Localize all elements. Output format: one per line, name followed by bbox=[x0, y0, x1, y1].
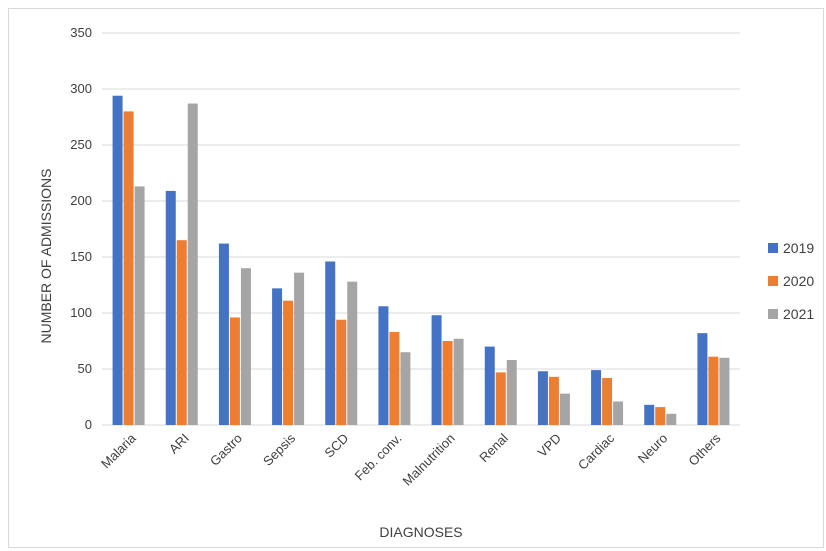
bar-2020 bbox=[548, 376, 559, 425]
bar-2020 bbox=[389, 332, 400, 425]
x-axis-ticks: Malaria ARI Gastro Sepsis SCD Feb. conv.Malnu… bbox=[98, 430, 724, 489]
legend-swatch-2019 bbox=[768, 243, 778, 253]
bar-2021 bbox=[719, 357, 730, 425]
x-tick-label: Malnutrition bbox=[400, 431, 458, 489]
legend-label-2019: 2019 bbox=[783, 240, 814, 256]
bar-2021 bbox=[187, 103, 198, 425]
legend: 2019 2020 2021 bbox=[768, 240, 814, 322]
bar-2021 bbox=[347, 281, 358, 425]
y-tick-label: 150 bbox=[70, 249, 92, 264]
y-tick-label: 100 bbox=[70, 305, 92, 320]
bar-2020 bbox=[495, 372, 506, 425]
bar-2021 bbox=[400, 352, 411, 425]
legend-swatch-2021 bbox=[768, 309, 778, 319]
x-tick-label: Feb. conv. bbox=[352, 431, 405, 484]
bar-2021 bbox=[134, 186, 145, 425]
legend-label-2021: 2021 bbox=[783, 306, 814, 322]
bar-2019 bbox=[697, 333, 708, 425]
x-tick-label: SCD bbox=[321, 431, 351, 461]
y-axis-ticks: 0 50 100 150 200 250 300 350 bbox=[70, 25, 92, 432]
bar-2019 bbox=[537, 371, 548, 425]
bar-2021 bbox=[453, 338, 464, 425]
y-tick-label: 300 bbox=[70, 81, 92, 96]
bar-2020 bbox=[442, 341, 453, 425]
bar-2020 bbox=[336, 319, 347, 425]
bar-2020 bbox=[123, 111, 134, 426]
y-tick-label: 200 bbox=[70, 193, 92, 208]
bar-2019 bbox=[325, 261, 336, 425]
x-tick-label: Renal bbox=[476, 430, 511, 465]
bar-2019 bbox=[112, 95, 123, 425]
bar-2021 bbox=[294, 272, 305, 425]
x-tick-label: Others bbox=[685, 430, 724, 469]
bar-2021 bbox=[666, 413, 677, 425]
bar-2019 bbox=[484, 346, 495, 425]
bar-2020 bbox=[229, 317, 240, 425]
bar-2021 bbox=[240, 268, 251, 425]
bar-2020 bbox=[602, 377, 613, 425]
x-tick-label: Malaria bbox=[98, 430, 139, 471]
bars bbox=[112, 95, 730, 426]
bar-2021 bbox=[613, 401, 624, 425]
bar-2021 bbox=[506, 360, 517, 425]
x-tick-label: Sepsis bbox=[260, 430, 299, 469]
x-tick-label: VPD bbox=[535, 431, 565, 461]
bar-2019 bbox=[218, 243, 229, 425]
y-tick-label: 250 bbox=[70, 137, 92, 152]
x-tick-label: Cardiac bbox=[575, 430, 618, 473]
bar-2019 bbox=[431, 315, 442, 425]
bar-2019 bbox=[378, 306, 389, 425]
legend-swatch-2020 bbox=[768, 276, 778, 286]
y-tick-label: 50 bbox=[78, 361, 92, 376]
x-tick-label: Neuro bbox=[635, 431, 671, 467]
y-axis-title: NUMBER OF ADMISSIONS bbox=[38, 168, 54, 343]
x-tick-label: Gastro bbox=[207, 431, 245, 469]
bar-2019 bbox=[272, 288, 283, 425]
x-tick-label: ARI bbox=[166, 431, 192, 457]
bar-2020 bbox=[176, 240, 187, 425]
bar-2021 bbox=[559, 393, 570, 425]
bar-2020 bbox=[283, 300, 294, 425]
legend-label-2020: 2020 bbox=[783, 273, 814, 289]
x-axis-title: DIAGNOSES bbox=[379, 524, 462, 540]
gridlines bbox=[102, 32, 740, 426]
bar-2020 bbox=[708, 356, 719, 425]
bar-2019 bbox=[644, 404, 655, 425]
bar-2019 bbox=[165, 190, 176, 425]
y-tick-label: 0 bbox=[85, 417, 92, 432]
bar-2020 bbox=[655, 407, 666, 425]
chart-frame bbox=[8, 8, 824, 548]
y-tick-label: 350 bbox=[70, 25, 92, 40]
bar-2019 bbox=[591, 370, 602, 425]
